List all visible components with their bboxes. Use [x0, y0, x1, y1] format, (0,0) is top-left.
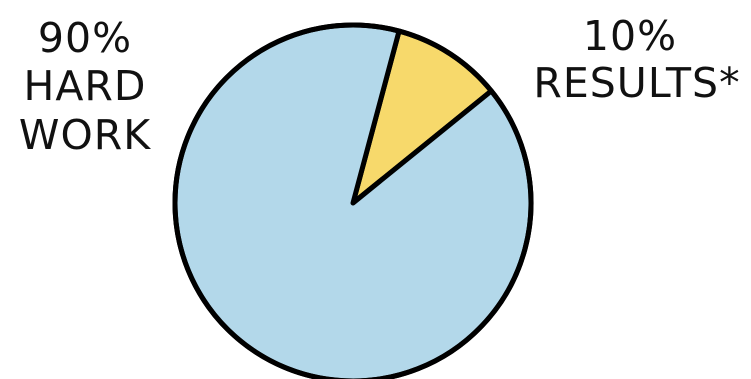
pie-slices	[172, 22, 534, 379]
pie-labels: 90% HARD WORK 10% RESULTS*	[19, 12, 740, 159]
hard-work-label-line-1: HARD	[24, 62, 147, 110]
pie-outline	[172, 22, 534, 379]
hard-work-percent-label: 90%	[38, 14, 132, 62]
results-label: RESULTS*	[533, 59, 740, 107]
results-percent-label: 10%	[583, 12, 677, 60]
hard-work-label-line-2: WORK	[19, 111, 151, 159]
